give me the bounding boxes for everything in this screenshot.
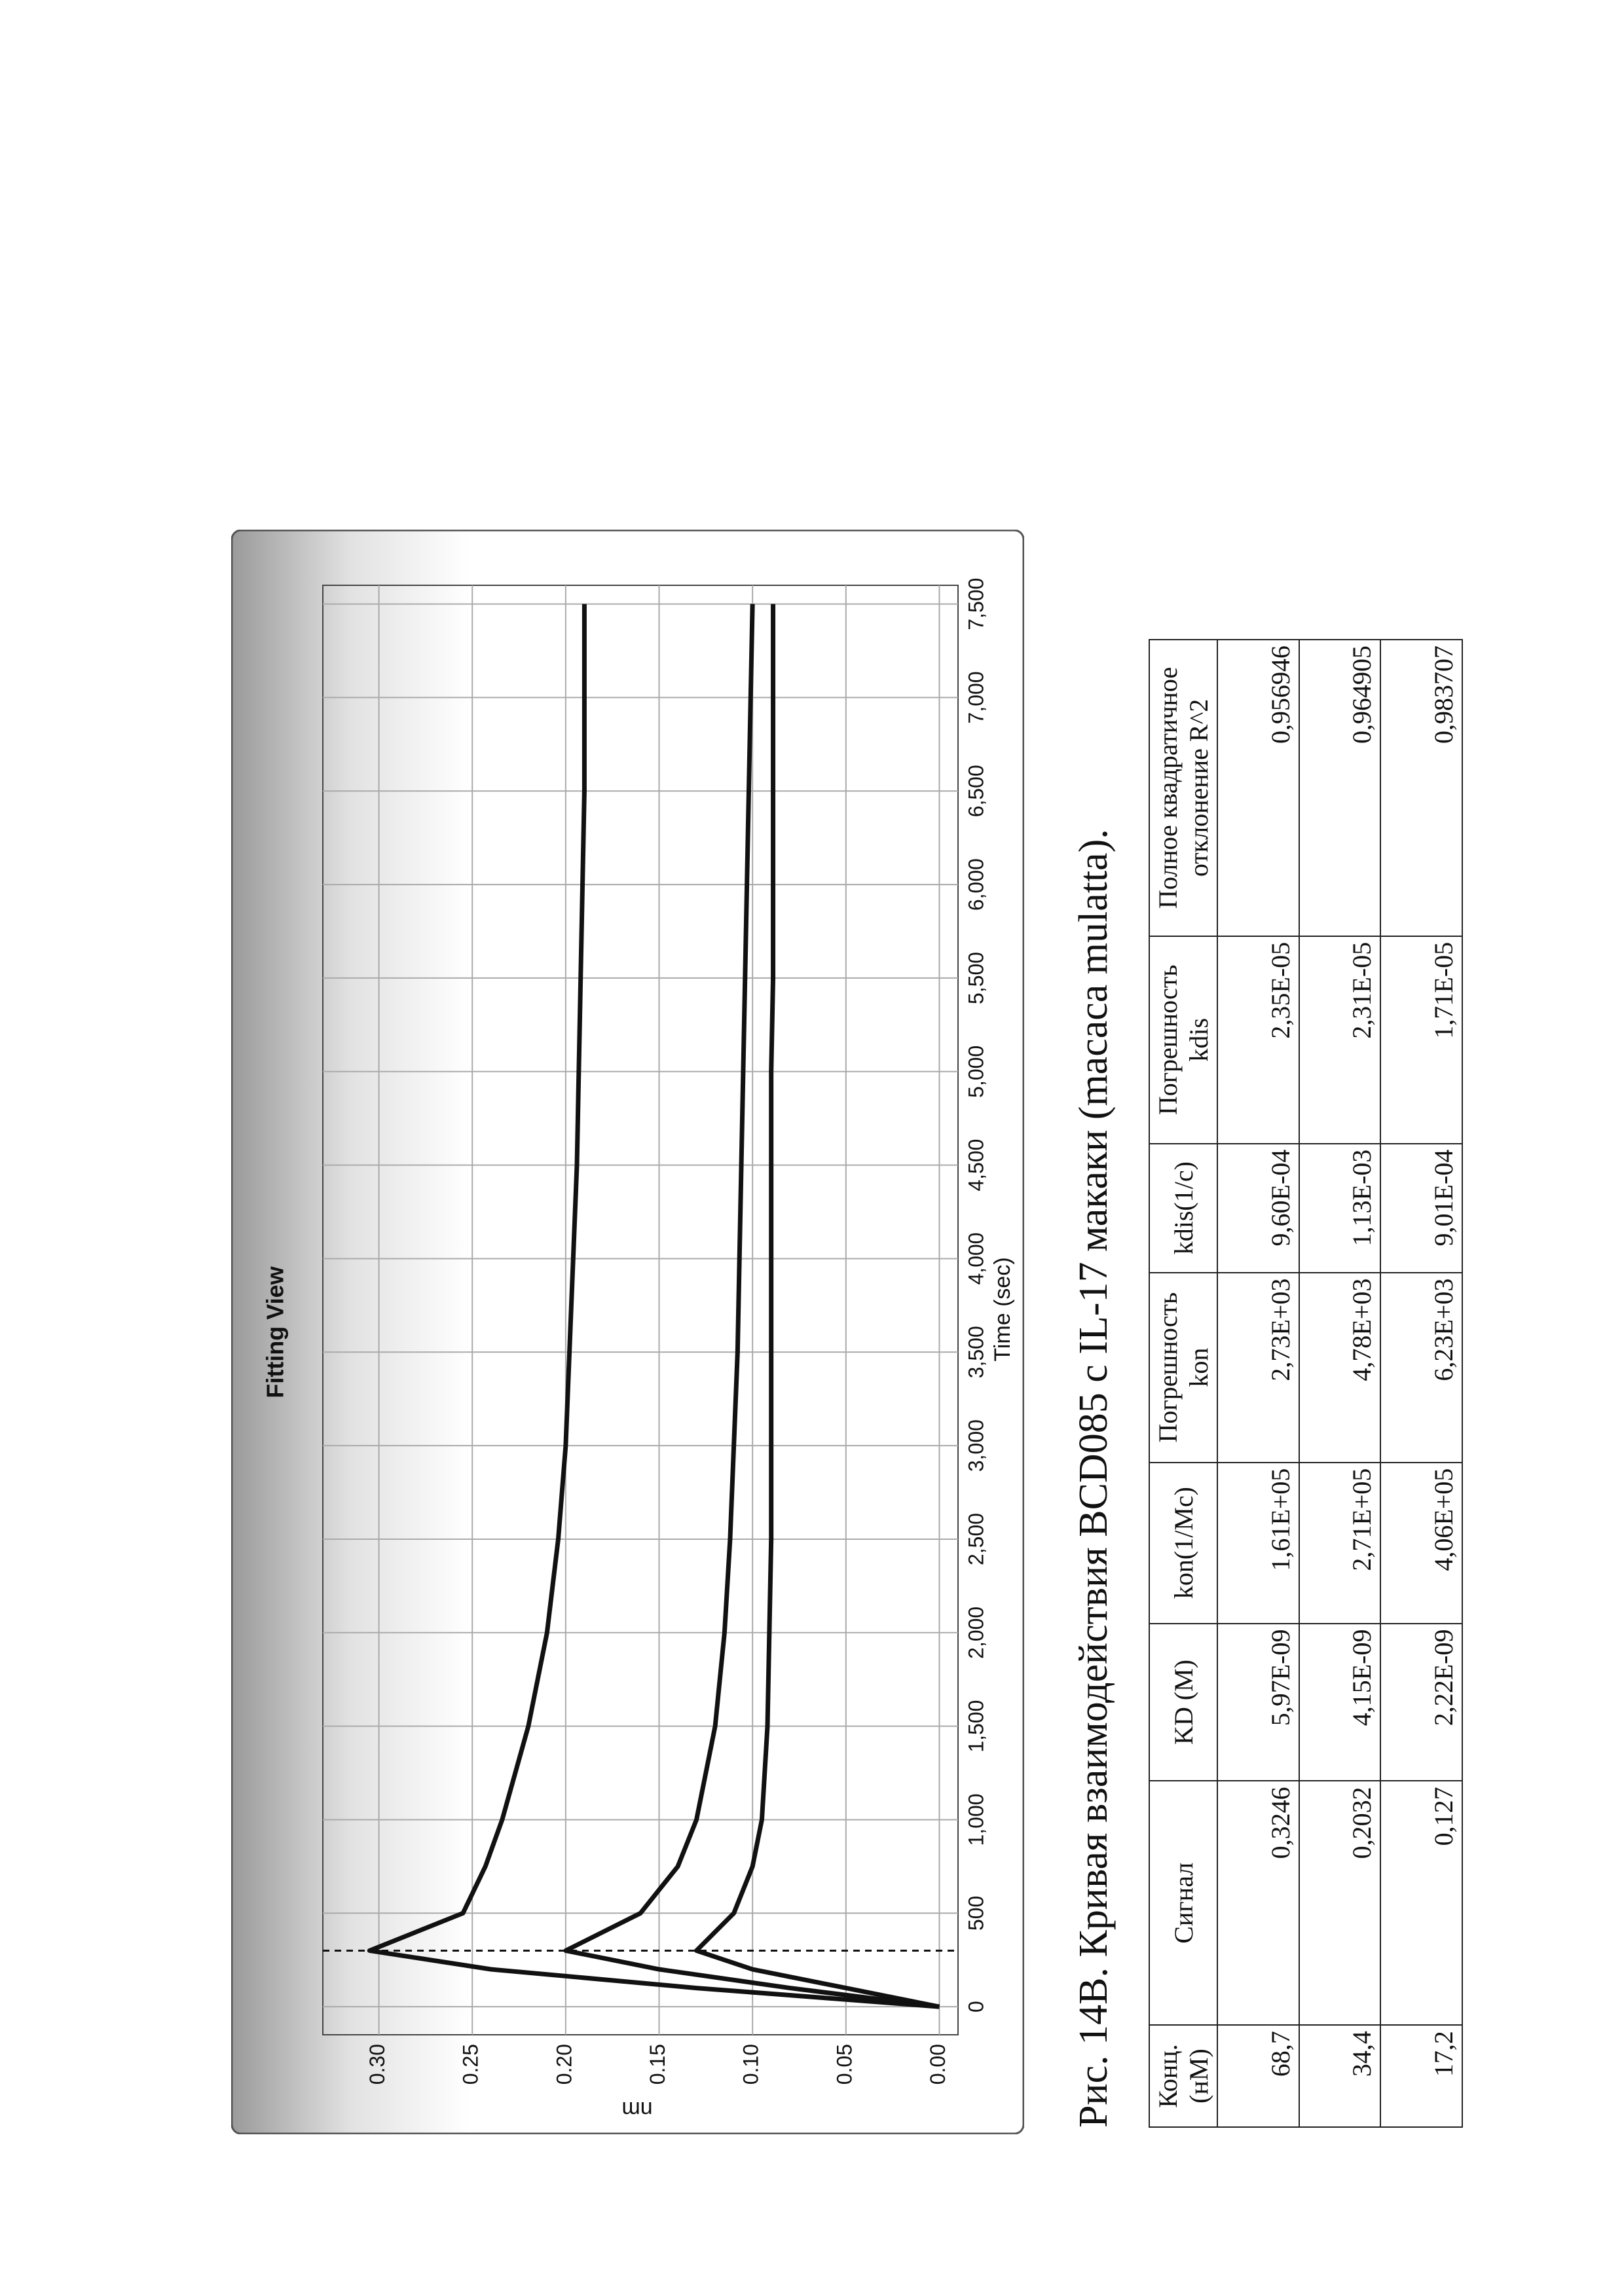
table-cell: 5,97E-09 bbox=[1217, 1624, 1299, 1781]
table-cell: 17,2 bbox=[1380, 2025, 1462, 2127]
x-tick-label: 1,500 bbox=[964, 1700, 987, 1753]
y-tick-label: 0.20 bbox=[552, 2044, 576, 2085]
table-body: 68,70,32465,97E-091,61E+052,73E+039,60E-… bbox=[1217, 640, 1462, 2127]
x-tick-label: 500 bbox=[964, 1896, 987, 1931]
header-cell: kon(1/Mc) bbox=[1149, 1463, 1217, 1624]
table-cell: 68,7 bbox=[1217, 2025, 1299, 2127]
x-tick-label: 7,500 bbox=[964, 578, 987, 630]
header-cell: KD (M) bbox=[1149, 1624, 1217, 1781]
y-tick-label: 0.05 bbox=[832, 2044, 856, 2085]
table-row: 34,40,20324,15E-092,71E+054,78E+031,13E-… bbox=[1299, 640, 1381, 2127]
table-cell: 34,4 bbox=[1299, 2025, 1381, 2127]
caption: Рис. 14В. Кривая взаимодействия BCD085 с… bbox=[1071, 829, 1117, 2128]
x-tick-label: 0 bbox=[964, 2001, 987, 2013]
y-tick-label: 0.10 bbox=[739, 2044, 763, 2085]
table-cell: 0,2032 bbox=[1299, 1781, 1381, 2025]
x-tick-label: 5,000 bbox=[964, 1046, 987, 1098]
x-axis-label: Time (sec) bbox=[990, 1257, 1015, 1361]
header-cell: Погрешность kon bbox=[1149, 1273, 1217, 1463]
header-cell: Полное квадратичное отклонение R^2 bbox=[1149, 640, 1217, 936]
chart-title: Fitting View bbox=[262, 1266, 289, 1398]
table-row: 68,70,32465,97E-091,61E+052,73E+039,60E-… bbox=[1217, 640, 1299, 2127]
table-cell: 0,964905 bbox=[1299, 640, 1381, 936]
table-cell: 1,61E+05 bbox=[1217, 1463, 1299, 1624]
x-tick-label: 6,500 bbox=[964, 765, 987, 817]
table-cell: 1,13E-03 bbox=[1299, 1144, 1381, 1273]
x-tick-label: 7,000 bbox=[964, 671, 987, 723]
table-cell: 1,71E-05 bbox=[1380, 936, 1462, 1144]
table-cell: 2,22E-09 bbox=[1380, 1624, 1462, 1781]
header-cell: Погрешность kdis bbox=[1149, 936, 1217, 1144]
x-tick-label: 4,500 bbox=[964, 1139, 987, 1192]
table-cell: 0,983707 bbox=[1380, 640, 1462, 936]
table-cell: 4,15E-09 bbox=[1299, 1624, 1381, 1781]
table-cell: 0,127 bbox=[1380, 1781, 1462, 2025]
chart: Fitting View Time (sec) nm 0.00 0.05 0.10 0… bbox=[231, 530, 1024, 2134]
y-axis-label: nm bbox=[621, 2097, 652, 2122]
table-cell: 4,06E+05 bbox=[1380, 1463, 1462, 1624]
table-cell: 0,956946 bbox=[1217, 640, 1299, 936]
x-tick-label: 5,500 bbox=[964, 952, 987, 1004]
header-cell: kdis(1/c) bbox=[1149, 1144, 1217, 1273]
x-tick-label: 2,000 bbox=[964, 1607, 987, 1659]
header-cell: Сигнал bbox=[1149, 1781, 1217, 2025]
page: {"chart_data": {"type": "line", "title":… bbox=[0, 0, 1624, 2296]
rotated-content: Fitting View Time (sec) nm 0.00 0.05 0.10 0… bbox=[223, 524, 1467, 2134]
x-tick-label: 3,500 bbox=[964, 1326, 987, 1378]
x-tick-label: 6,000 bbox=[964, 858, 987, 911]
table: Конц. (нМ)СигналKD (M)kon(1/Mc)Погрешнос… bbox=[1149, 639, 1463, 2128]
header-cell: Конц. (нМ) bbox=[1149, 2025, 1217, 2127]
y-tick-label: 0.30 bbox=[365, 2044, 389, 2085]
y-tick-label: 0.00 bbox=[926, 2044, 950, 2085]
frame bbox=[232, 530, 1024, 2134]
table-cell: 9,01E-04 bbox=[1380, 1144, 1462, 1273]
table-cell: 2,71E+05 bbox=[1299, 1463, 1381, 1624]
x-tick-label: 4,000 bbox=[964, 1232, 987, 1285]
table-cell: 4,78E+03 bbox=[1299, 1273, 1381, 1463]
x-tick-label: 3,000 bbox=[964, 1419, 987, 1472]
x-tick-label: 2,500 bbox=[964, 1513, 987, 1565]
table-row: 17,20,1272,22E-094,06E+056,23E+039,01E-0… bbox=[1380, 640, 1462, 2127]
table-cell: 0,3246 bbox=[1217, 1781, 1299, 2025]
table-cell: 9,60E-04 bbox=[1217, 1144, 1299, 1273]
table-cell: 2,73E+03 bbox=[1217, 1273, 1299, 1463]
header-row: Конц. (нМ)СигналKD (M)kon(1/Mc)Погрешнос… bbox=[1149, 640, 1217, 2127]
table-cell: 2,31E-05 bbox=[1299, 936, 1381, 1144]
y-tick-label: 0.15 bbox=[646, 2044, 669, 2085]
table-cell: 2,35E-05 bbox=[1217, 936, 1299, 1144]
table-cell: 6,23E+03 bbox=[1380, 1273, 1462, 1463]
x-tick-label: 1,000 bbox=[964, 1793, 987, 1846]
y-tick-label: 0.25 bbox=[459, 2044, 483, 2085]
